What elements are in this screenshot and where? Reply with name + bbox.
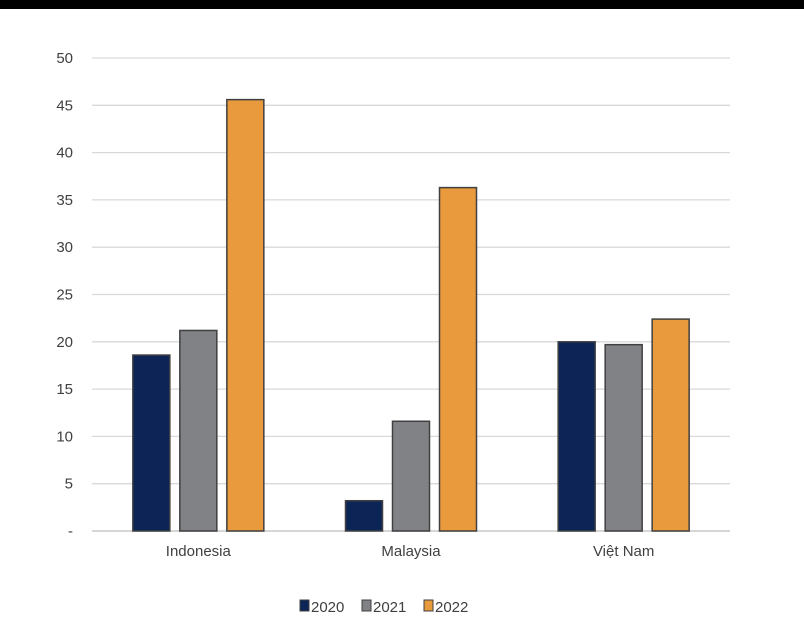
legend-label-2020: 2020: [311, 599, 344, 616]
bar-2020-việt-nam: [557, 341, 596, 532]
x-tick-label: Malaysia: [381, 543, 441, 560]
y-tick-label: 15: [56, 381, 73, 398]
y-tick-label: 5: [65, 476, 73, 493]
top-rule: [0, 0, 804, 9]
bar-2022-malaysia: [438, 186, 478, 532]
bar-2021-việt-nam: [604, 343, 643, 532]
y-tick-label: 35: [56, 192, 73, 209]
legend-swatch-2020: [299, 599, 310, 612]
x-tick-label: Việt Nam: [593, 543, 654, 560]
y-tick-label: 50: [56, 50, 73, 67]
y-tick-label: 10: [56, 428, 73, 445]
bar-2020-indonesia: [132, 354, 171, 532]
bar-2022-indonesia: [226, 98, 265, 532]
x-tick-label: Indonesia: [166, 543, 232, 560]
legend-label-2021: 2021: [373, 599, 406, 616]
y-tick-label: 40: [56, 145, 73, 162]
y-tick-label: 30: [56, 239, 73, 256]
legend-label-2022: 2022: [435, 599, 468, 616]
legend-swatch-2022: [423, 599, 434, 612]
y-tick-label: 20: [56, 334, 73, 351]
y-tick-label: -: [68, 523, 73, 540]
legend: 2020 2021 2022: [299, 599, 468, 616]
y-tick-label: 45: [56, 97, 73, 114]
bar-2021-indonesia: [179, 329, 218, 532]
y-tick-label: 25: [56, 287, 73, 304]
legend-swatch-2021: [361, 599, 372, 612]
bar-2022-việt-nam: [651, 318, 690, 532]
bar-2021-malaysia: [391, 420, 431, 532]
bar-2020-malaysia: [344, 499, 384, 532]
